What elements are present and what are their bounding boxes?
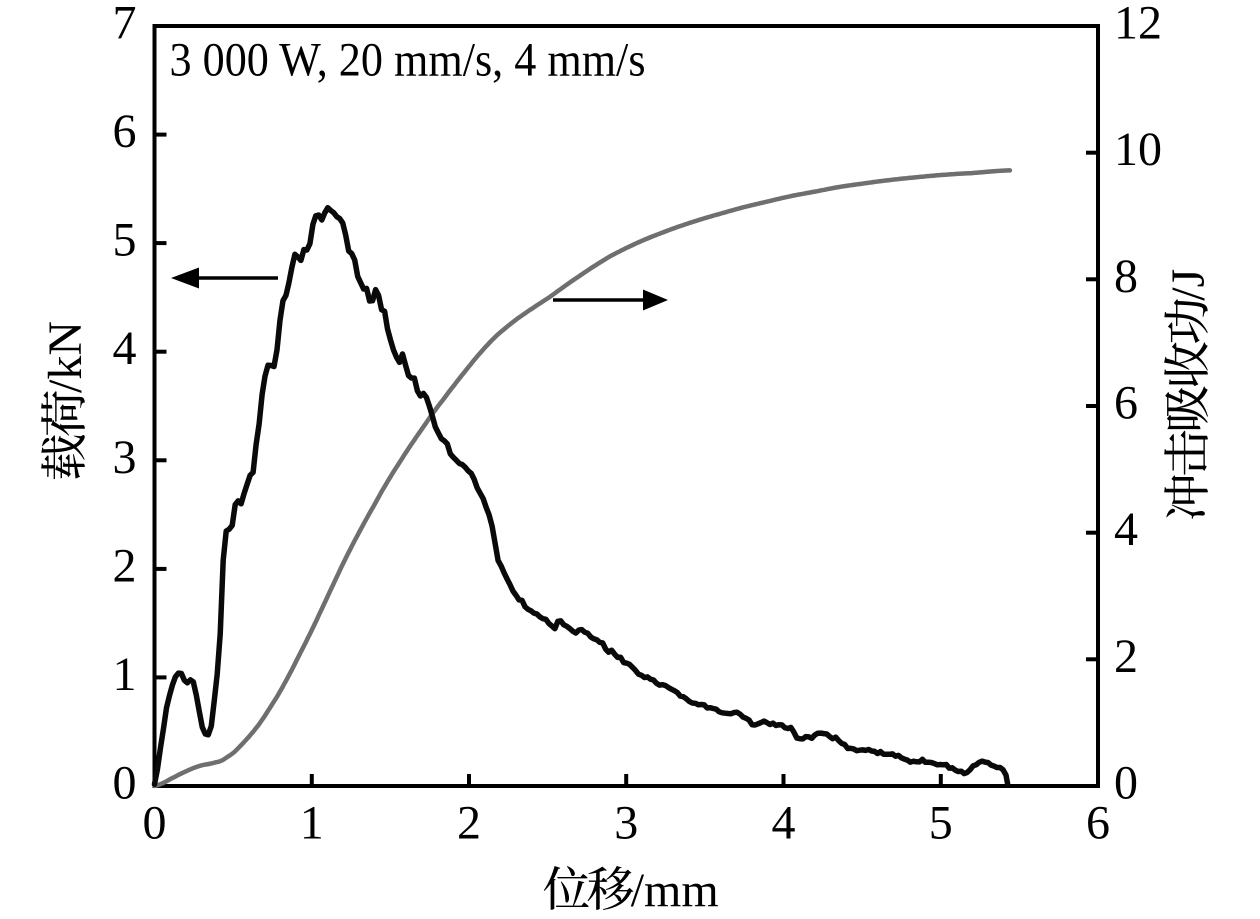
svg-text:4: 4 <box>1114 503 1138 556</box>
svg-text:6: 6 <box>1086 797 1110 850</box>
svg-text:0: 0 <box>1114 757 1138 810</box>
svg-text:3 000 W, 20 mm/s, 4 mm/s: 3 000 W, 20 mm/s, 4 mm/s <box>170 34 646 87</box>
svg-text:1: 1 <box>113 648 137 701</box>
svg-text:6: 6 <box>113 105 137 158</box>
svg-text:3: 3 <box>614 797 638 850</box>
svg-text:12: 12 <box>1114 0 1162 50</box>
svg-text:0: 0 <box>113 757 137 810</box>
svg-text:3: 3 <box>113 431 137 484</box>
svg-text:2: 2 <box>1114 630 1138 683</box>
svg-text:10: 10 <box>1114 123 1162 176</box>
svg-text:0: 0 <box>143 797 167 850</box>
svg-text:8: 8 <box>1114 250 1138 303</box>
svg-text:4: 4 <box>772 797 796 850</box>
svg-text:/mm: /mm <box>631 864 719 917</box>
svg-text:/J: /J <box>1162 269 1215 301</box>
svg-text:6: 6 <box>1114 377 1138 430</box>
svg-text:1: 1 <box>300 797 324 850</box>
svg-text:/kN: /kN <box>39 321 92 393</box>
svg-text:5: 5 <box>113 214 137 267</box>
svg-text:4: 4 <box>113 322 137 375</box>
svg-text:7: 7 <box>113 0 137 50</box>
svg-text:2: 2 <box>113 539 137 592</box>
svg-text:5: 5 <box>929 797 953 850</box>
svg-text:2: 2 <box>457 797 481 850</box>
